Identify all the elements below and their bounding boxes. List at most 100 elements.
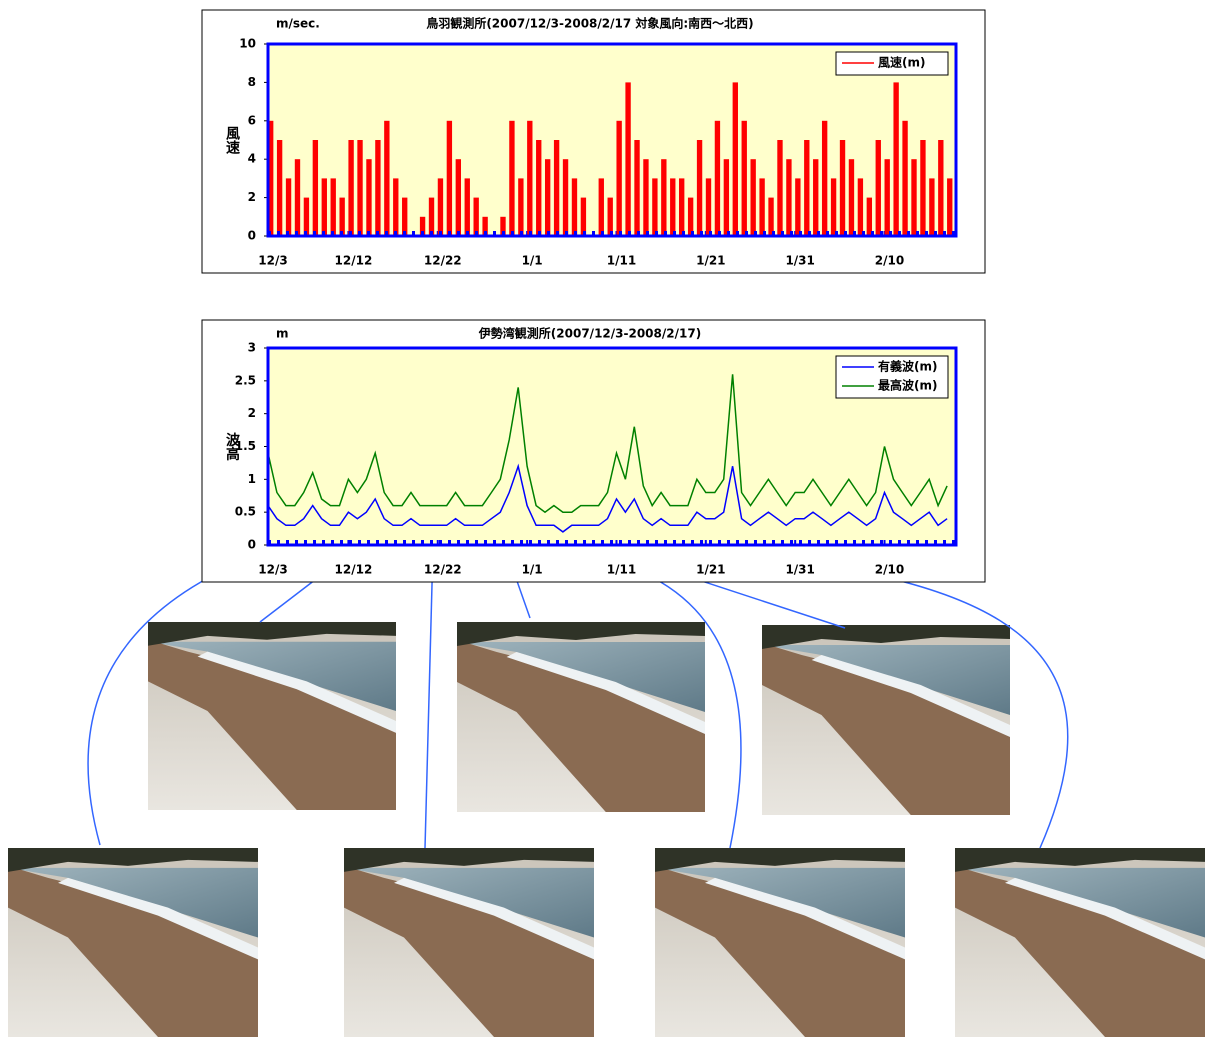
page: 鳥羽観測所(2007/12/3-2008/2/17 対象風向:南西～北西)m/s…	[0, 0, 1206, 1037]
photo	[148, 622, 396, 810]
bar	[438, 178, 443, 236]
bar	[661, 159, 666, 236]
bar	[339, 198, 344, 236]
bar	[545, 159, 550, 236]
bar	[393, 178, 398, 236]
y-tick-label: 2.5	[235, 373, 256, 387]
bar	[456, 159, 461, 236]
bar	[286, 178, 291, 236]
bar	[554, 140, 559, 236]
bar	[795, 178, 800, 236]
y-unit: m	[276, 327, 289, 341]
bar	[929, 178, 934, 236]
bar	[563, 159, 568, 236]
bar	[733, 82, 738, 236]
bar	[331, 178, 336, 236]
bar	[447, 121, 452, 236]
legend-label: 有義波(m)	[878, 359, 937, 374]
x-tick-label: 12/3	[258, 254, 287, 268]
bar	[429, 198, 434, 236]
photo	[8, 848, 258, 1037]
arrow	[425, 547, 433, 848]
bar	[581, 198, 586, 236]
bar	[750, 159, 755, 236]
bar	[518, 178, 523, 236]
bar	[366, 159, 371, 236]
bar	[742, 121, 747, 236]
bar	[902, 121, 907, 236]
bar	[616, 121, 621, 236]
bar	[509, 121, 514, 236]
bar	[724, 159, 729, 236]
bar	[849, 159, 854, 236]
bar	[384, 121, 389, 236]
bar	[885, 159, 890, 236]
y-tick-label: 0	[248, 538, 256, 552]
bar	[697, 140, 702, 236]
x-tick-label: 12/12	[335, 254, 373, 268]
bar	[804, 140, 809, 236]
x-tick-label: 1/11	[607, 563, 636, 577]
bar	[688, 198, 693, 236]
y-tick-label: 4	[248, 152, 256, 166]
y-tick-label: 6	[248, 113, 256, 127]
y-tick-label: 0	[248, 229, 256, 243]
chart: 伊勢湾観測所(2007/12/3-2008/2/17)m波高00.511.522…	[202, 320, 985, 582]
photo	[762, 625, 1010, 815]
bar	[402, 198, 407, 236]
chart-title: 鳥羽観測所(2007/12/3-2008/2/17 対象風向:南西～北西)	[426, 16, 753, 31]
x-tick-label: 1/21	[696, 563, 725, 577]
y-tick-label: 10	[239, 37, 256, 51]
bar	[867, 198, 872, 236]
bar	[893, 82, 898, 236]
photo	[955, 848, 1205, 1037]
bar	[759, 178, 764, 236]
bar	[911, 159, 916, 236]
bar	[777, 140, 782, 236]
bar	[465, 178, 470, 236]
bar	[679, 178, 684, 236]
x-tick-label: 1/11	[607, 254, 636, 268]
y-tick-label: 1	[248, 472, 256, 486]
bar	[474, 198, 479, 236]
x-tick-label: 1/1	[522, 254, 543, 268]
y-tick-label: 2	[248, 406, 256, 420]
bar	[295, 159, 300, 236]
bar	[813, 159, 818, 236]
bar	[920, 140, 925, 236]
bar	[572, 178, 577, 236]
bar	[536, 140, 541, 236]
bar	[715, 121, 720, 236]
bar	[625, 82, 630, 236]
x-tick-label: 1/31	[785, 563, 814, 577]
photo	[655, 848, 905, 1037]
photo	[457, 622, 705, 812]
bar	[277, 140, 282, 236]
bar	[831, 178, 836, 236]
y-axis-label: 風速	[224, 126, 240, 155]
y-tick-label: 1.5	[235, 439, 256, 453]
bar	[858, 178, 863, 236]
legend-label: 最高波(m)	[878, 378, 937, 393]
bar	[706, 178, 711, 236]
bar	[822, 121, 827, 236]
bar	[322, 178, 327, 236]
x-tick-label: 1/21	[696, 254, 725, 268]
chart-title: 伊勢湾観測所(2007/12/3-2008/2/17)	[478, 326, 701, 341]
x-tick-label: 12/22	[424, 563, 462, 577]
chart: 鳥羽観測所(2007/12/3-2008/2/17 対象風向:南西～北西)m/s…	[202, 10, 985, 273]
x-tick-label: 2/10	[875, 563, 904, 577]
bar	[670, 178, 675, 236]
bar	[357, 140, 362, 236]
x-tick-label: 1/1	[522, 563, 543, 577]
x-tick-label: 12/3	[258, 563, 287, 577]
x-tick-label: 12/12	[335, 563, 373, 577]
bar	[313, 140, 318, 236]
bar	[876, 140, 881, 236]
bar	[840, 140, 845, 236]
bar	[643, 159, 648, 236]
x-tick-label: 2/10	[875, 254, 904, 268]
bar	[348, 140, 353, 236]
y-tick-label: 0.5	[235, 505, 256, 519]
legend-label: 風速(m)	[878, 55, 925, 70]
